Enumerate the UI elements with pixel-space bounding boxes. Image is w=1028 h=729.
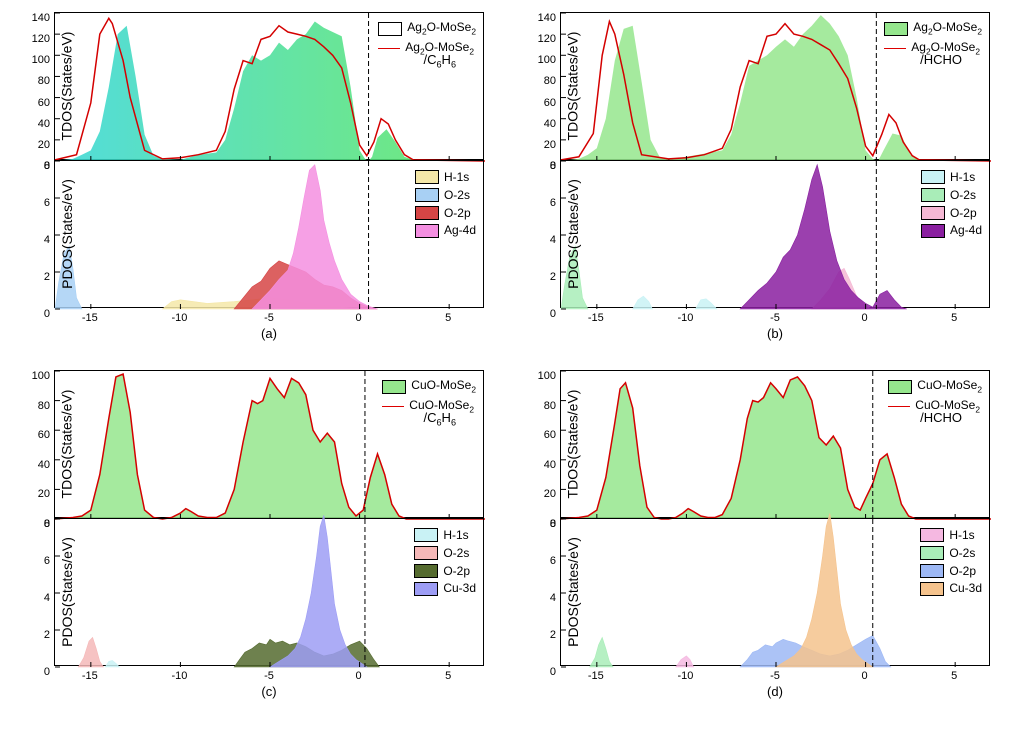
caption-d: (d) bbox=[767, 684, 783, 699]
panel-b-pdos: PDOS(States/eV)02468-15-10-505H-1sO-2sO-… bbox=[560, 160, 990, 308]
panel-c-pdos: PDOS(States/eV)02468-15-10-505H-1sO-2sO-… bbox=[54, 518, 484, 666]
panel-b-tdos: TDOS(States/eV)020406080100120140Ag2O-Mo… bbox=[560, 12, 990, 160]
panel-a-tdos: TDOS(States/eV)020406080100120140Ag2O-Mo… bbox=[54, 12, 484, 160]
caption-a: (a) bbox=[261, 326, 277, 341]
caption-b: (b) bbox=[767, 326, 783, 341]
panel-d-tdos: TDOS(States/eV)020406080100CuO-MoSe2CuO-… bbox=[560, 370, 990, 518]
panel-c-tdos: TDOS(States/eV)020406080100CuO-MoSe2CuO-… bbox=[54, 370, 484, 518]
caption-c: (c) bbox=[261, 684, 276, 699]
panel-a-pdos: PDOS(States/eV)02468-15-10-505H-1sO-2sO-… bbox=[54, 160, 484, 308]
panel-d-pdos: PDOS(States/eV)02468-15-10-505H-1sO-2sO-… bbox=[560, 518, 990, 666]
